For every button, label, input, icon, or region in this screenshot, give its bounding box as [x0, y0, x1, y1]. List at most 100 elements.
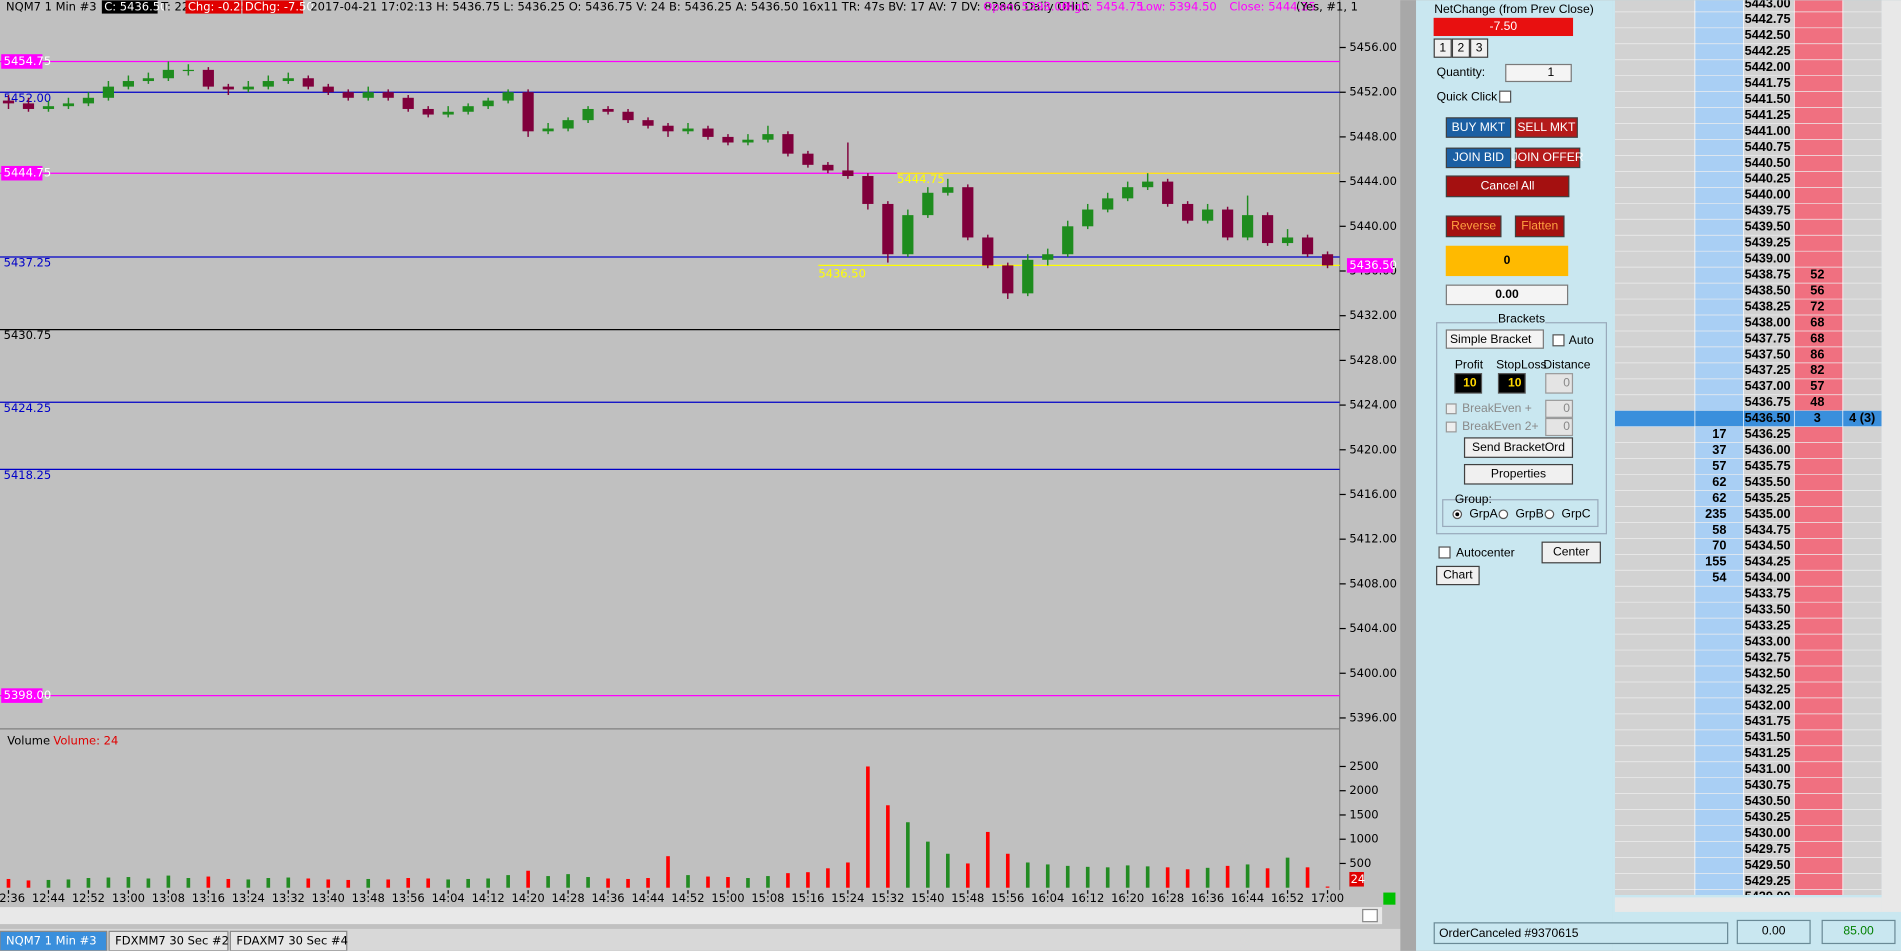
splitter[interactable] [1400, 0, 1417, 951]
candle-body [762, 134, 774, 140]
center-button[interactable] [1541, 541, 1601, 564]
preset-button-label: 2 [1458, 40, 1465, 54]
x-tick-label: 13:32 [272, 891, 305, 905]
breakeven1-checkbox[interactable] [1445, 403, 1457, 415]
breakeven2-input[interactable] [1545, 417, 1574, 437]
y-tick-label: 5448.00 [1349, 129, 1397, 143]
preset-button[interactable] [1433, 38, 1452, 58]
scroll-thumb[interactable] [1362, 908, 1378, 923]
candle-body [682, 128, 694, 132]
ladder-price: 5442.75 [1745, 11, 1791, 26]
header-text: (Yes, #1, 1 [1296, 0, 1358, 13]
order-panel: NetChange (from Prev Close)-7.501 2 3Quant… [1433, 2, 1896, 945]
volume-bar [886, 805, 890, 888]
ladder-scrollbar[interactable] [1614, 897, 1882, 912]
ladder-ask: 52 [1810, 266, 1824, 281]
candle-body [282, 78, 294, 82]
closed-pnl: 85.00 [1843, 924, 1874, 938]
ladder-bid: 58 [1712, 522, 1726, 537]
panel-text: Quick Click [1437, 89, 1498, 103]
volume-bar [906, 822, 910, 888]
chart-tab[interactable] [229, 930, 348, 951]
flatten-button[interactable] [1514, 215, 1565, 238]
candle-body [322, 86, 334, 93]
volume-bar [486, 878, 490, 888]
group-radio[interactable] [1498, 509, 1509, 520]
quick-click-checkbox[interactable] [1499, 90, 1512, 103]
bracket-select[interactable] [1445, 329, 1544, 349]
y-tick-label: 2500 [1349, 759, 1378, 773]
level-label: 5454.75 [4, 54, 52, 68]
ladder-price: 5442.25 [1745, 43, 1791, 58]
chart-button[interactable] [1436, 565, 1480, 586]
buy-market-button[interactable] [1445, 117, 1512, 138]
chart-tab[interactable] [0, 930, 108, 951]
level-label: 5424.25 [4, 401, 52, 415]
ladder-price: 5441.00 [1745, 123, 1791, 138]
cancel-all-button[interactable] [1445, 175, 1570, 198]
candle-body [862, 176, 874, 204]
volume-bar [586, 877, 590, 888]
x-tick-label: 13:56 [392, 891, 425, 905]
chart-tab[interactable] [108, 930, 229, 951]
y-tick-label: 5420.00 [1349, 442, 1397, 456]
auto-checkbox[interactable] [1552, 334, 1565, 347]
join-bid-button[interactable] [1445, 147, 1512, 169]
header-badge [185, 0, 242, 14]
x-tick-label: 12:36 [0, 891, 25, 905]
breakeven1-input[interactable] [1545, 399, 1574, 418]
breakeven2-checkbox[interactable] [1445, 421, 1457, 433]
reverse-button[interactable] [1445, 215, 1502, 238]
candle-body [982, 237, 994, 266]
properties-button[interactable] [1463, 463, 1574, 485]
ladder-price: 5435.00 [1745, 506, 1791, 521]
candle-body [1281, 237, 1294, 244]
ladder-price: 5432.75 [1745, 649, 1791, 664]
sell-market-button[interactable] [1514, 117, 1578, 138]
ladder-price: 5430.00 [1745, 825, 1791, 840]
ladder-bid: 155 [1705, 554, 1726, 569]
ladder-price: 5436.25 [1745, 426, 1791, 441]
preset-button[interactable] [1451, 38, 1471, 58]
ladder-vscrollbar[interactable] [1881, 0, 1901, 912]
distance-input[interactable] [1545, 373, 1574, 394]
ladder-ask: 48 [1810, 394, 1824, 409]
quantity-input[interactable] [1505, 63, 1572, 83]
join-offer-button[interactable] [1514, 147, 1581, 169]
volume-bar [526, 870, 530, 888]
ladder-price: 5438.50 [1745, 282, 1791, 297]
ladder-ask: 57 [1810, 378, 1824, 393]
y-tick-label: 5444.00 [1349, 174, 1397, 188]
group-radio[interactable] [1544, 509, 1555, 520]
volume-bar [46, 879, 51, 888]
candle-body [662, 125, 674, 132]
panel-text: 0 [1563, 419, 1570, 433]
candle-body [22, 103, 35, 109]
y-tick-label: 5416.00 [1349, 487, 1397, 501]
candle-body [2, 100, 15, 104]
candle-body [602, 108, 614, 112]
candle-body [1321, 254, 1334, 266]
y-tick-label: 5400.00 [1349, 666, 1397, 680]
autocenter-checkbox[interactable] [1438, 546, 1451, 559]
last-price: 5436.50 [1349, 258, 1397, 272]
h-scrollbar[interactable] [0, 907, 1383, 925]
candle-body [1301, 237, 1314, 255]
ladder-price: 5433.25 [1745, 617, 1791, 632]
profit-input[interactable] [1454, 373, 1483, 394]
stoploss-input[interactable] [1497, 373, 1526, 394]
open-pnl-box [1736, 919, 1811, 945]
candle-body [702, 128, 714, 137]
candle-body [822, 164, 834, 171]
ladder-price: 5438.75 [1745, 266, 1791, 281]
panel-text: GrpC [1562, 506, 1591, 520]
corner-indicator [1383, 892, 1396, 905]
send-bracket-button[interactable] [1463, 437, 1574, 458]
ladder-price: 5436.75 [1745, 394, 1791, 409]
candle-body [882, 203, 894, 255]
candle-body [962, 187, 974, 238]
candle-body [1261, 215, 1274, 244]
volume-bar [186, 878, 191, 888]
preset-button[interactable] [1470, 38, 1489, 58]
